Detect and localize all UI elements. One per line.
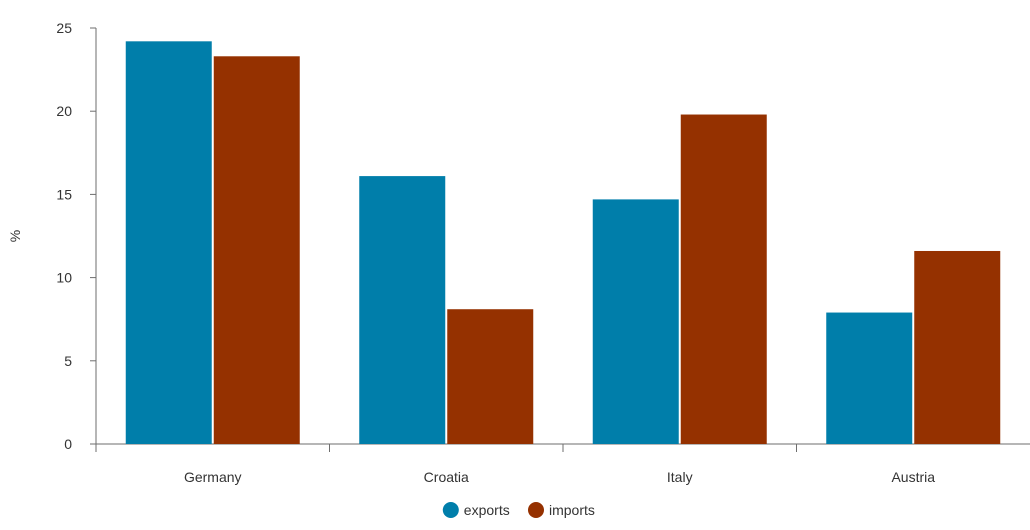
x-axis: Germany Croatia Italy Austria [95, 443, 1030, 485]
bar-exports-germany [125, 41, 212, 444]
bar-exports-austria [826, 312, 913, 444]
y-axis-title: % [7, 230, 23, 242]
x-tick-label: Croatia [424, 469, 469, 485]
y-tick-label: 0 [64, 436, 72, 452]
legend-label-exports: exports [464, 502, 510, 518]
bar-exports-italy [592, 199, 679, 444]
x-tick-label: Germany [184, 469, 242, 485]
legend: exports imports [442, 502, 595, 518]
y-tick-label: 25 [56, 20, 72, 36]
y-axis: 0 5 10 15 20 25 % [7, 20, 97, 452]
y-tick-label: 20 [56, 103, 72, 119]
x-tick-label: Italy [667, 469, 693, 485]
x-ticks: Germany Croatia Italy Austria [95, 444, 935, 485]
legend-marker-imports [528, 502, 544, 518]
bars [125, 41, 1001, 445]
y-tick-label: 5 [64, 353, 72, 369]
y-tick-label: 10 [56, 270, 72, 286]
bar-imports-italy [680, 114, 767, 444]
bar-exports-croatia [359, 176, 446, 444]
y-tick-label: 15 [56, 186, 72, 202]
legend-label-imports: imports [549, 502, 595, 518]
bar-imports-austria [914, 250, 1001, 444]
bar-imports-germany [213, 56, 300, 445]
y-ticks: 0 5 10 15 20 25 [56, 20, 96, 452]
bar-imports-croatia [447, 309, 534, 444]
x-tick-label: Austria [891, 469, 935, 485]
legend-marker-exports [442, 502, 459, 518]
